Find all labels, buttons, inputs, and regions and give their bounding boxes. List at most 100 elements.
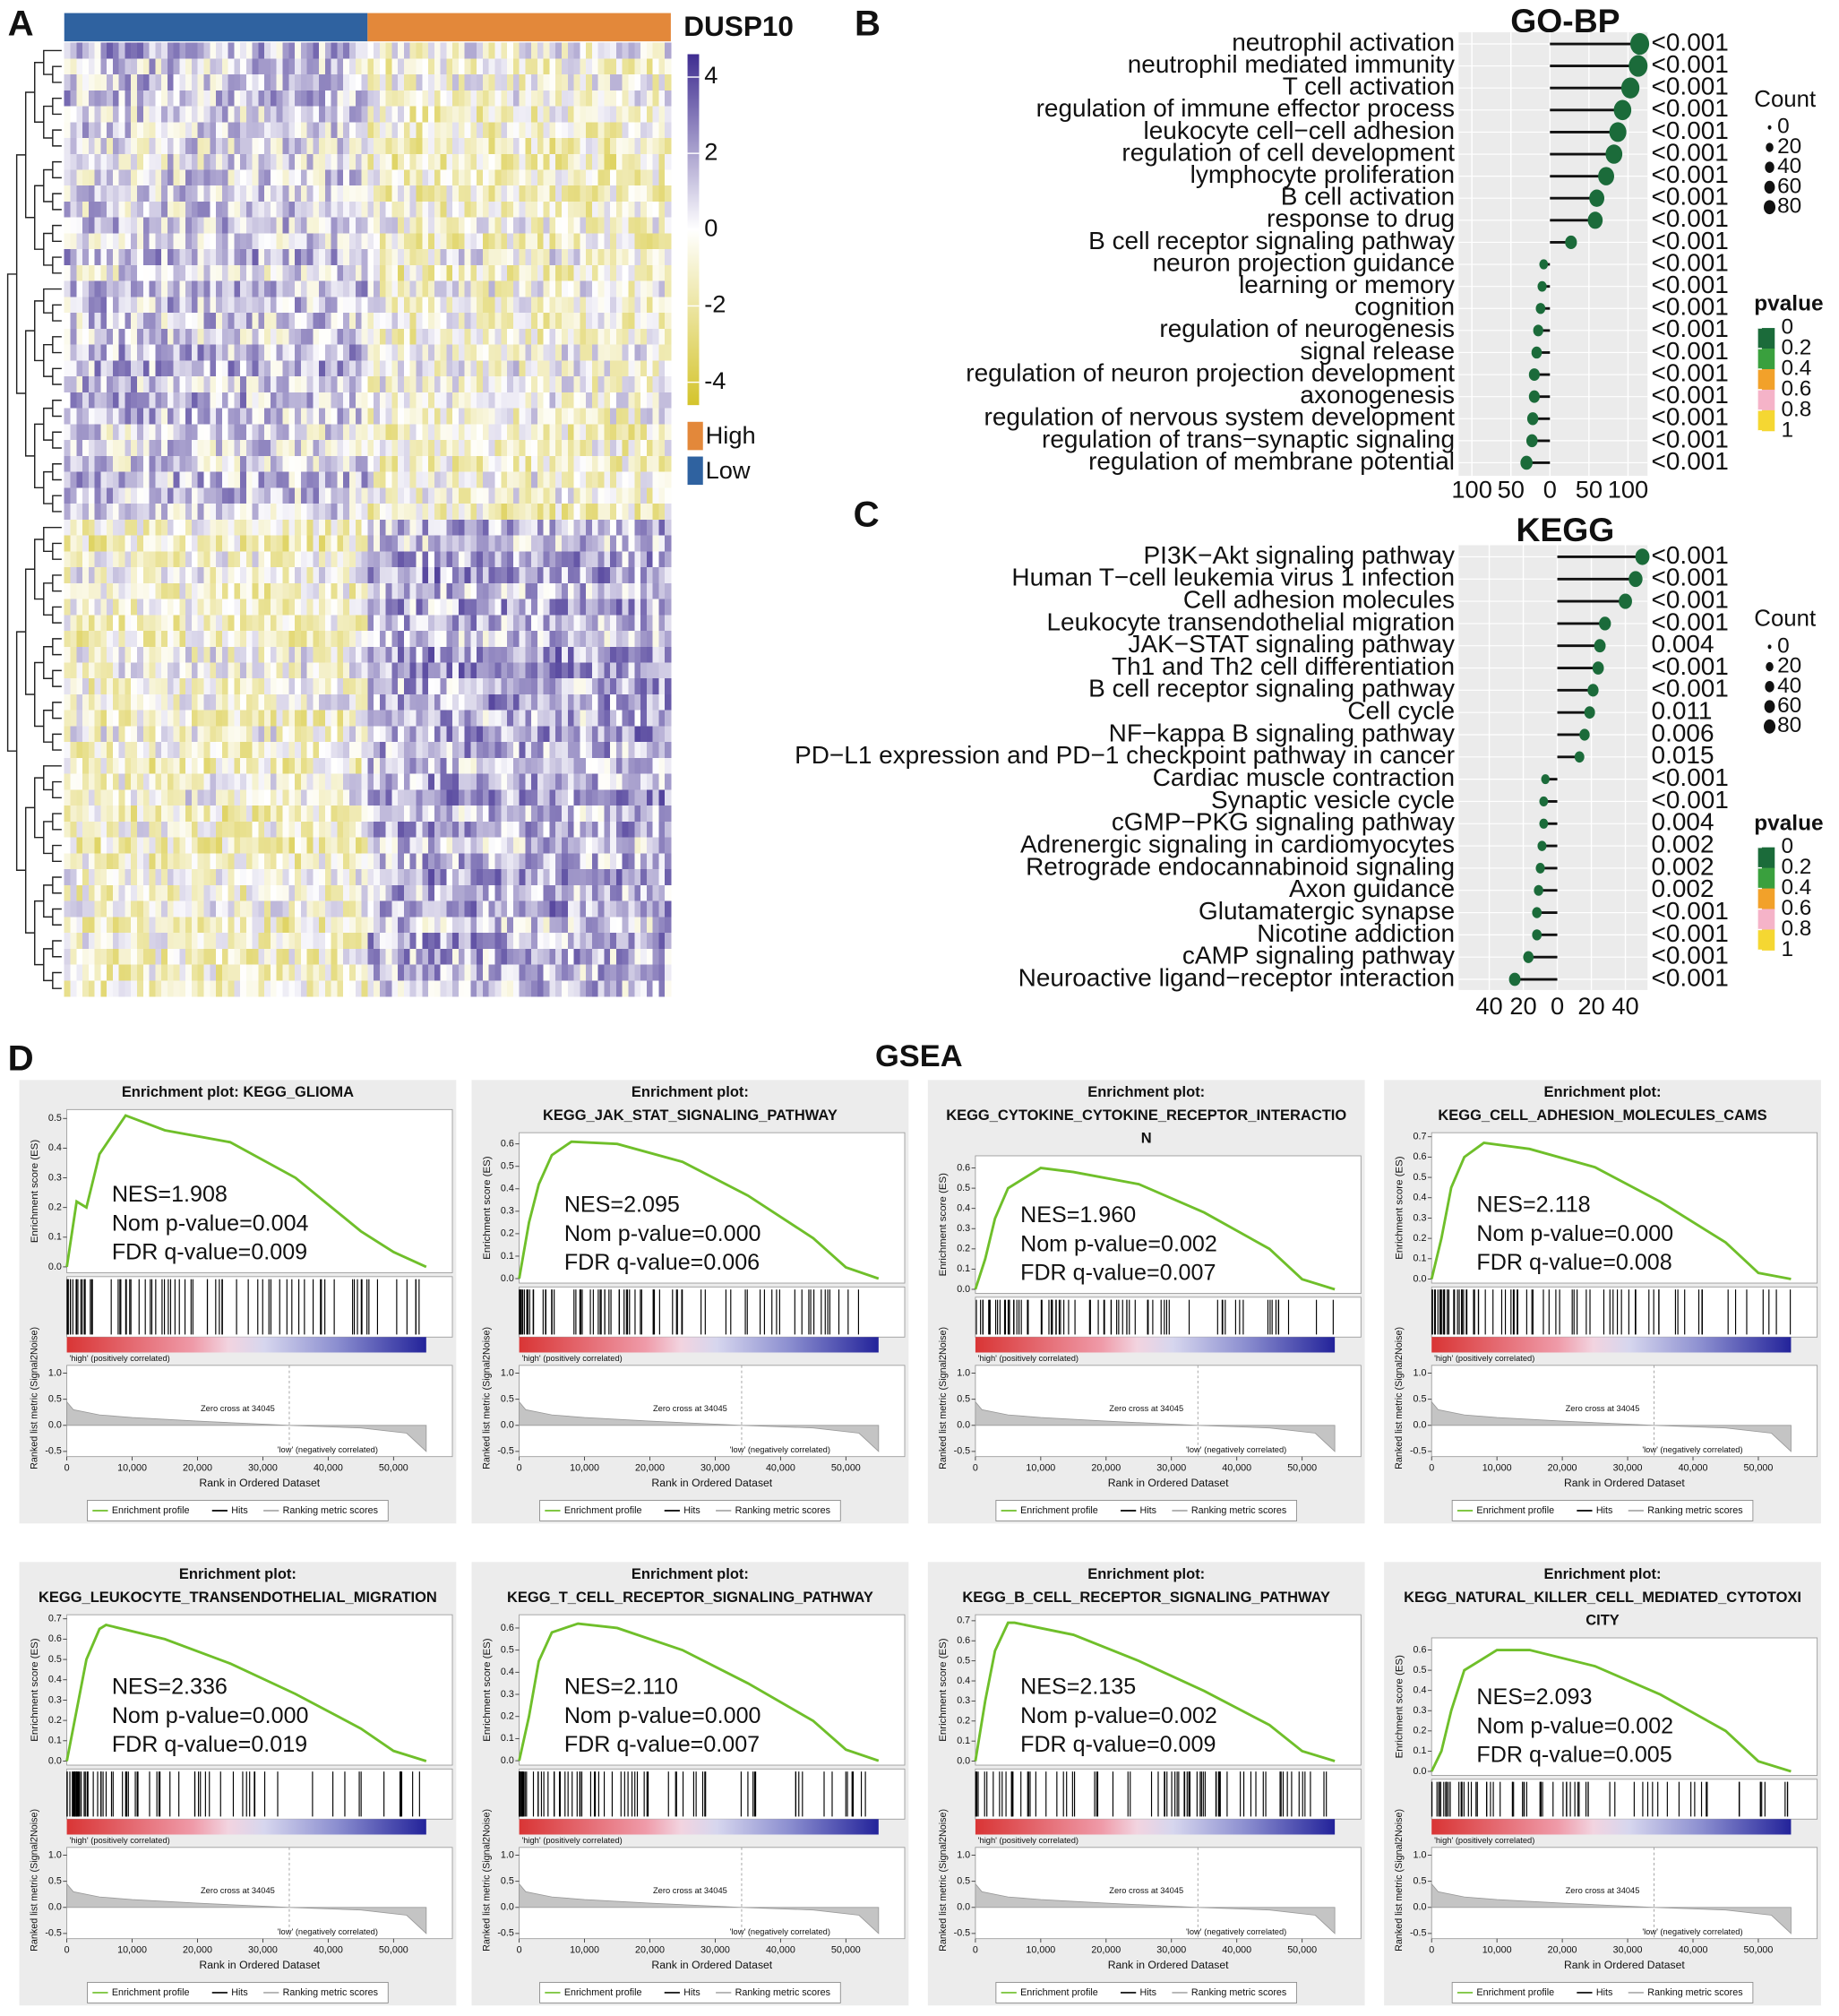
heatmap-texture bbox=[658, 455, 666, 473]
heatmap-texture bbox=[88, 264, 96, 282]
heatmap-texture bbox=[131, 217, 138, 235]
heatmap-texture bbox=[252, 455, 259, 473]
heatmap-texture bbox=[203, 694, 211, 711]
heatmap-texture bbox=[179, 504, 186, 521]
heatmap-texture bbox=[434, 392, 442, 409]
heatmap-texture bbox=[118, 551, 126, 568]
heatmap-texture bbox=[580, 599, 587, 616]
heatmap-texture bbox=[228, 757, 235, 775]
heatmap-texture bbox=[240, 280, 247, 298]
heatmap-texture bbox=[422, 138, 429, 155]
heatmap-texture bbox=[270, 42, 278, 59]
heatmap-texture bbox=[622, 297, 630, 314]
heatmap-texture bbox=[324, 615, 332, 632]
heatmap-texture bbox=[477, 504, 484, 521]
heatmap-texture bbox=[379, 471, 387, 488]
heatmap-texture bbox=[234, 710, 241, 728]
heatmap-texture bbox=[136, 487, 144, 504]
heatmap-texture bbox=[519, 297, 526, 314]
heatmap-texture bbox=[652, 185, 659, 202]
heatmap-texture bbox=[652, 504, 659, 521]
heatmap-texture bbox=[161, 599, 168, 616]
heatmap-texture bbox=[270, 106, 278, 123]
heatmap-texture bbox=[452, 757, 460, 775]
heatmap-texture bbox=[125, 376, 132, 393]
heatmap-texture bbox=[416, 297, 423, 314]
heatmap-texture bbox=[586, 742, 593, 759]
heatmap-texture bbox=[549, 471, 556, 488]
heatmap-texture bbox=[191, 646, 199, 664]
heatmap-texture bbox=[210, 567, 217, 584]
heatmap-texture bbox=[622, 264, 630, 282]
heatmap-texture bbox=[555, 599, 563, 616]
heatmap-texture bbox=[646, 789, 654, 806]
heatmap-texture bbox=[185, 471, 193, 488]
heatmap-texture bbox=[422, 551, 429, 568]
heatmap-texture bbox=[477, 757, 484, 775]
heatmap-texture bbox=[562, 185, 569, 202]
heatmap-texture bbox=[458, 153, 466, 171]
heatmap-texture bbox=[88, 153, 96, 171]
heatmap-texture bbox=[452, 360, 460, 377]
heatmap-texture bbox=[591, 742, 599, 759]
heatmap-texture bbox=[482, 185, 490, 202]
heatmap-texture bbox=[94, 106, 101, 123]
heatmap-texture bbox=[610, 440, 617, 457]
heatmap-texture bbox=[216, 185, 223, 202]
heatmap-texture bbox=[210, 344, 217, 361]
heatmap-texture bbox=[203, 615, 211, 632]
heatmap-texture bbox=[549, 138, 556, 155]
heatmap-texture bbox=[155, 821, 162, 839]
heatmap-texture bbox=[622, 153, 630, 171]
heatmap-texture bbox=[355, 344, 363, 361]
heatmap-texture bbox=[628, 280, 635, 298]
heatmap-texture bbox=[604, 74, 611, 91]
heatmap-texture bbox=[488, 678, 496, 695]
heatmap-texture bbox=[149, 631, 156, 648]
heatmap-texture bbox=[64, 599, 72, 616]
heatmap-texture bbox=[136, 264, 144, 282]
heatmap-texture bbox=[477, 138, 484, 155]
heatmap-texture bbox=[76, 726, 83, 743]
heatmap-texture bbox=[537, 806, 545, 823]
heatmap-texture bbox=[482, 821, 490, 839]
heatmap-texture bbox=[403, 201, 411, 219]
heatmap-texture bbox=[64, 313, 72, 330]
heatmap-texture bbox=[512, 344, 520, 361]
heatmap-texture bbox=[210, 138, 217, 155]
heatmap-texture bbox=[428, 360, 435, 377]
heatmap-texture bbox=[319, 504, 326, 521]
heatmap-texture bbox=[258, 789, 265, 806]
heatmap-texture bbox=[94, 42, 101, 59]
heatmap-texture bbox=[149, 249, 156, 266]
heatmap-texture bbox=[355, 42, 363, 59]
heatmap-texture bbox=[470, 806, 477, 823]
heatmap-texture bbox=[567, 169, 575, 186]
heatmap-texture bbox=[331, 582, 339, 600]
heatmap-texture bbox=[343, 504, 350, 521]
heatmap-texture bbox=[319, 297, 326, 314]
heatmap-texture bbox=[562, 280, 569, 298]
heatmap-texture bbox=[512, 169, 520, 186]
heatmap-texture bbox=[549, 58, 556, 75]
heatmap-texture bbox=[434, 821, 442, 839]
heatmap-texture bbox=[216, 710, 223, 728]
heatmap-texture bbox=[112, 249, 120, 266]
heatmap-texture bbox=[173, 169, 180, 186]
heatmap-texture bbox=[482, 344, 490, 361]
heatmap-texture bbox=[258, 646, 265, 664]
heatmap-texture bbox=[149, 90, 156, 108]
heatmap-texture bbox=[216, 504, 223, 521]
heatmap-texture bbox=[658, 344, 666, 361]
heatmap-texture bbox=[665, 551, 672, 568]
heatmap-texture bbox=[348, 90, 357, 108]
heatmap-texture bbox=[470, 58, 477, 75]
heatmap-texture bbox=[228, 821, 235, 839]
heatmap-texture bbox=[562, 297, 569, 314]
heatmap-texture bbox=[240, 806, 247, 823]
heatmap-texture bbox=[477, 487, 484, 504]
heatmap-texture bbox=[562, 74, 569, 91]
heatmap-texture bbox=[452, 90, 460, 108]
heatmap-texture bbox=[94, 122, 101, 139]
heatmap-texture bbox=[604, 58, 611, 75]
